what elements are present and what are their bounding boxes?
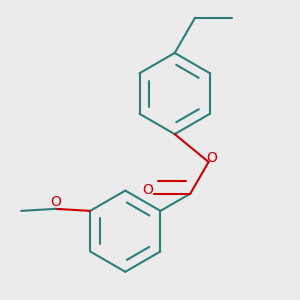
Text: O: O bbox=[142, 183, 153, 197]
Text: O: O bbox=[50, 196, 61, 209]
Text: O: O bbox=[207, 152, 218, 166]
